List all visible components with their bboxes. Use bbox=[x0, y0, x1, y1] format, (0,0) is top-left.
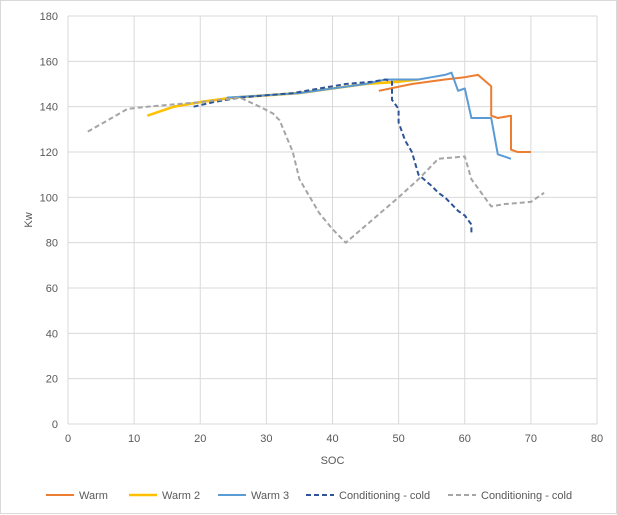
series-line-1 bbox=[378, 73, 531, 153]
y-tick-label: 180 bbox=[40, 11, 58, 23]
y-tick-label: 120 bbox=[40, 147, 58, 159]
axes: 0 10 20 30 40 50 60 70 80 0 20 40 60 80 100 120 140 160 18… bbox=[40, 11, 603, 445]
y-tick-label: 0 bbox=[52, 419, 58, 431]
legend: Warm Warm 2 Warm 3 Conditioning - cold Condi… bbox=[46, 490, 572, 502]
y-tick-label: 80 bbox=[46, 238, 58, 250]
x-tick-label: 0 bbox=[65, 433, 71, 445]
series-line-5 bbox=[87, 96, 545, 244]
x-tick-label: 20 bbox=[194, 433, 206, 445]
y-tick-label: 40 bbox=[46, 328, 58, 340]
legend-label: Warm 2 bbox=[162, 490, 200, 502]
series-lines bbox=[87, 71, 545, 244]
gridlines bbox=[67, 15, 598, 425]
series-line-2 bbox=[146, 78, 419, 117]
x-tick-label: 40 bbox=[326, 433, 338, 445]
series-line-3 bbox=[226, 71, 512, 160]
legend-label: Warm 3 bbox=[251, 490, 289, 502]
y-axis-title: Kw bbox=[23, 212, 35, 227]
legend-label: Warm bbox=[79, 490, 108, 502]
x-axis-title: SOC bbox=[321, 455, 345, 467]
y-tick-label: 160 bbox=[40, 56, 58, 68]
series-line-4 bbox=[193, 78, 473, 234]
x-tick-label: 10 bbox=[128, 433, 140, 445]
x-tick-label: 30 bbox=[260, 433, 272, 445]
x-tick-label: 60 bbox=[459, 433, 471, 445]
y-tick-label: 140 bbox=[40, 102, 58, 114]
legend-label: Conditioning - cold bbox=[339, 490, 430, 502]
y-tick-label: 20 bbox=[46, 374, 58, 386]
x-tick-label: 70 bbox=[525, 433, 537, 445]
y-tick-label: 60 bbox=[46, 283, 58, 295]
legend-label: Conditioning - cold bbox=[481, 490, 572, 502]
x-tick-label: 50 bbox=[393, 433, 405, 445]
y-tick-label: 100 bbox=[40, 192, 58, 204]
x-tick-label: 80 bbox=[591, 433, 603, 445]
